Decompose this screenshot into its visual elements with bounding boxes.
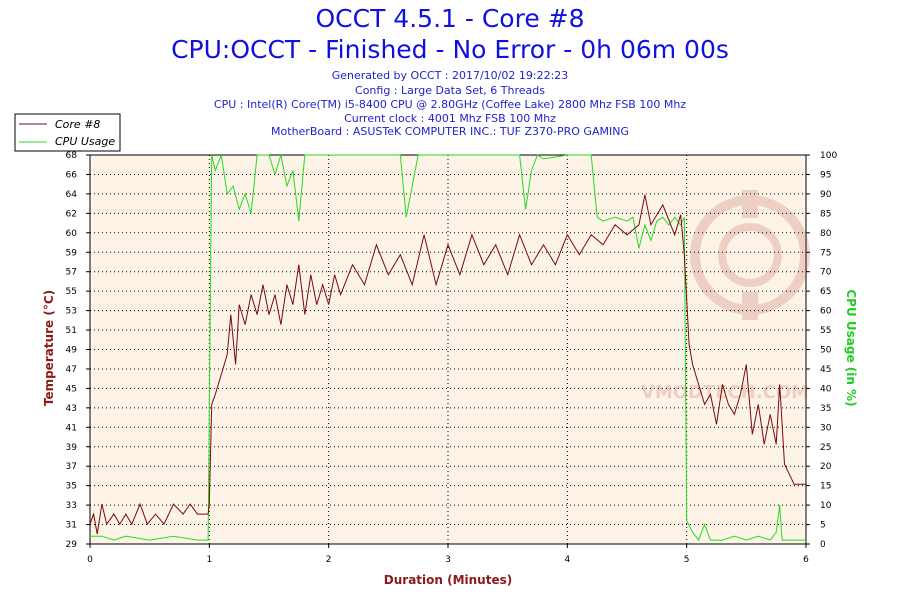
y2-tick-label: 80: [820, 229, 832, 239]
y2-tick-label: 30: [820, 423, 832, 433]
y2-tick-label: 40: [820, 384, 832, 394]
y2-tick-label: 10: [820, 501, 832, 511]
x-tick-label: 5: [684, 555, 690, 565]
y-tick-label: 51: [66, 326, 77, 336]
y-tick-label: 60: [66, 229, 78, 239]
y-tick-label: 35: [66, 482, 77, 492]
y-tick-label: 33: [66, 501, 77, 511]
y2-axis-label: CPU Usage (in %): [844, 289, 858, 406]
x-tick-label: 1: [206, 555, 212, 565]
series-line-cpu-usage: [90, 153, 806, 542]
y2-tick-label: 95: [820, 170, 831, 180]
legend-usage-label: CPU Usage: [55, 135, 115, 148]
legend-core-label: Core #8: [55, 118, 100, 131]
y2-tick-label: 20: [820, 462, 832, 472]
y-axis-label: Temperature (°C): [42, 290, 56, 406]
y-tick-label: 47: [66, 365, 77, 375]
chart-title: OCCT 4.5.1 - Core #8: [315, 4, 585, 33]
legend-box: [14, 113, 121, 152]
x-tick-label: 2: [326, 555, 332, 565]
y-tick-label: 59: [66, 248, 78, 258]
y2-tick-label: 25: [820, 443, 831, 453]
y-tick-label: 57: [66, 268, 77, 278]
y-tick-label: 39: [66, 443, 78, 453]
x-tick-label: 6: [803, 555, 809, 565]
y2-tick-label: 85: [820, 209, 831, 219]
y-tick-label: 37: [66, 462, 77, 472]
y2-tick-label: 0: [820, 540, 826, 550]
y-tick-label: 49: [66, 346, 78, 356]
info-motherboard: MotherBoard : ASUSTeK COMPUTER INC.: TUF…: [271, 125, 629, 138]
y2-tick-label: 45: [820, 365, 831, 375]
y2-tick-label: 5: [820, 521, 826, 531]
y2-tick-label: 50: [820, 346, 832, 356]
info-generated: Generated by OCCT : 2017/10/02 19:22:23: [331, 69, 569, 82]
y-tick-label: 64: [66, 190, 78, 200]
y2-tick-label: 60: [820, 307, 832, 317]
y2-tick-label: 15: [820, 482, 831, 492]
series-line-core-8: [89, 194, 806, 535]
y-tick-label: 62: [66, 209, 77, 219]
y2-tick-label: 90: [820, 190, 832, 200]
y-tick-label: 29: [66, 540, 78, 550]
y2-tick-label: 55: [820, 326, 831, 336]
x-tick-label: 4: [564, 555, 570, 565]
x-tick-label: 3: [445, 555, 451, 565]
y2-tick-label: 65: [820, 287, 831, 297]
y-tick-label: 66: [66, 170, 78, 180]
legend: Core #8 CPU Usage: [14, 113, 121, 152]
y2-tick-label: 100: [820, 151, 837, 161]
x-axis-label: Duration (Minutes): [384, 573, 512, 587]
y-tick-label: 45: [66, 384, 77, 394]
chart-subtitle: CPU:OCCT - Finished - No Error - 0h 06m …: [171, 35, 729, 64]
y2-tick-label: 70: [820, 268, 832, 278]
info-clock: Current clock : 4001 Mhz FSB 100 Mhz: [344, 112, 556, 125]
y-tick-label: 41: [66, 423, 77, 433]
y-tick-label: 55: [66, 287, 77, 297]
info-cpu: CPU : Intel(R) Core(TM) i5-8400 CPU @ 2.…: [213, 98, 687, 111]
y-tick-label: 31: [66, 521, 77, 531]
info-config: Config : Large Data Set, 6 Threads: [355, 84, 545, 97]
y-tick-label: 43: [66, 404, 77, 414]
y2-tick-label: 75: [820, 248, 831, 258]
watermark-logo-icon: [690, 190, 810, 320]
y-tick-label: 53: [66, 307, 77, 317]
x-tick-label: 0: [87, 555, 93, 565]
y2-tick-label: 35: [820, 404, 831, 414]
y-tick-label: 68: [66, 151, 78, 161]
